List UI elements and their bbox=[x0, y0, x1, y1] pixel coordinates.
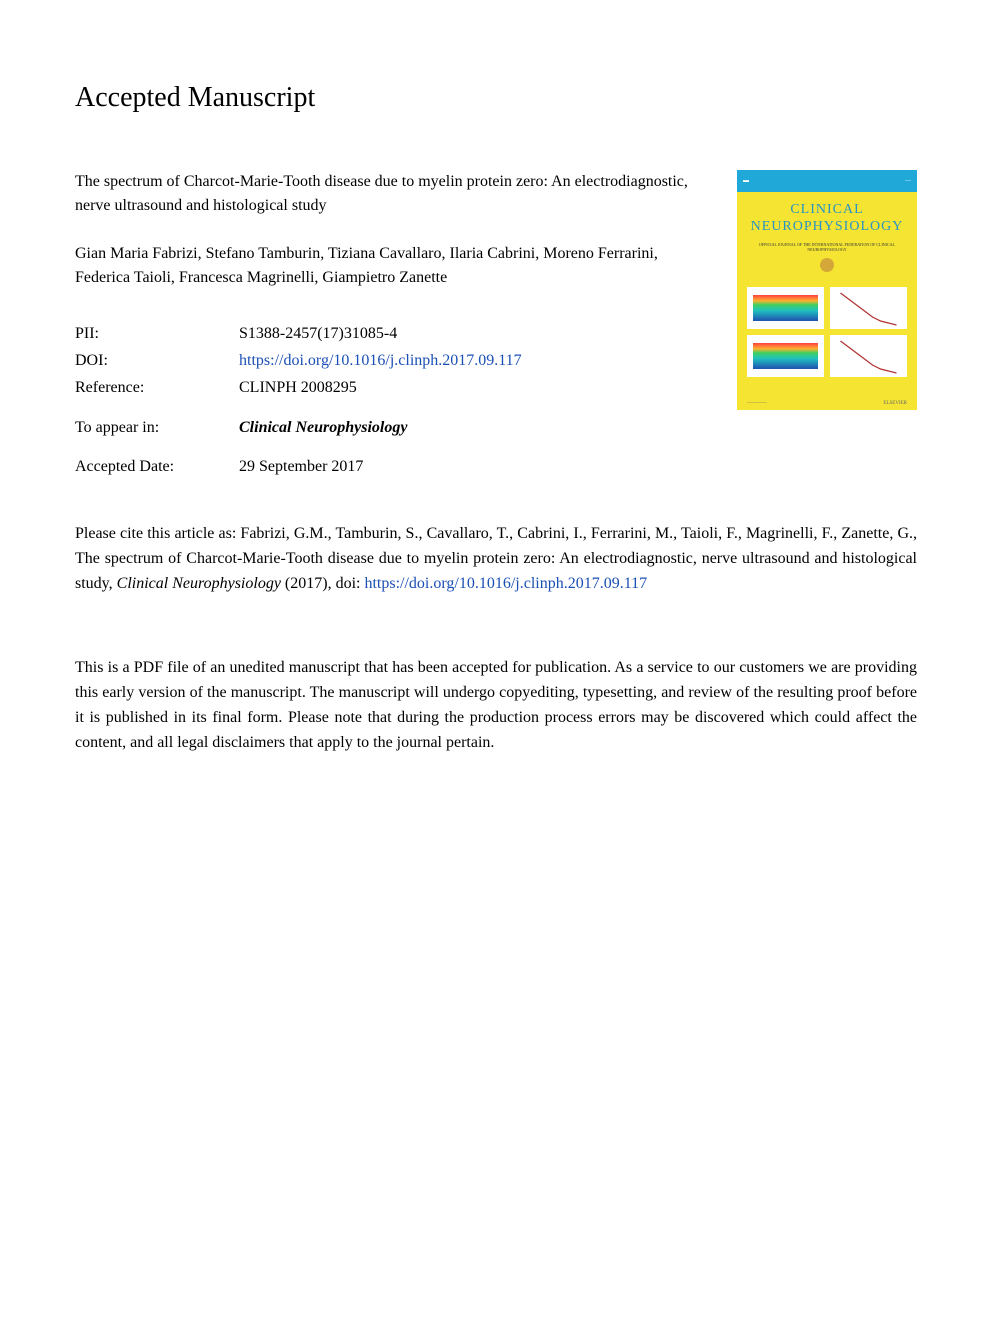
reference-value: CLINPH 2008295 bbox=[239, 374, 357, 401]
emblem-icon bbox=[820, 258, 834, 272]
doi-label: DOI: bbox=[75, 347, 239, 374]
cover-header-bar: ▬ — bbox=[737, 170, 917, 192]
cover-footer: ———— ELSEVIER bbox=[737, 401, 917, 406]
accepted-value: 29 September 2017 bbox=[239, 453, 363, 480]
line-series bbox=[841, 293, 897, 325]
line-series bbox=[841, 341, 897, 373]
header-row: The spectrum of Charcot-Marie-Tooth dise… bbox=[75, 170, 917, 480]
cover-lineplot-1 bbox=[830, 287, 907, 329]
disclaimer-paragraph: This is a PDF file of an unedited manusc… bbox=[75, 656, 917, 755]
citation-journal: Clinical Neurophysiology bbox=[117, 575, 281, 592]
cover-title-line1: CLINICAL bbox=[741, 202, 913, 219]
authors: Gian Maria Fabrizi, Stefano Tamburin, Ti… bbox=[75, 242, 707, 290]
meta-row-pii: PII: S1388-2457(17)31085-4 bbox=[75, 320, 707, 347]
article-title: The spectrum of Charcot-Marie-Tooth dise… bbox=[75, 170, 707, 218]
pii-label: PII: bbox=[75, 320, 239, 347]
meta-row-accepted: Accepted Date: 29 September 2017 bbox=[75, 453, 707, 480]
meta-row-reference: Reference: CLINPH 2008295 bbox=[75, 374, 707, 401]
meta-row-appear: To appear in: Clinical Neurophysiology bbox=[75, 414, 707, 441]
accepted-label: Accepted Date: bbox=[75, 453, 239, 480]
cover-lineplot-2 bbox=[830, 335, 907, 377]
cover-emblem bbox=[737, 258, 917, 277]
cover-journal-title: CLINICAL NEUROPHYSIOLOGY bbox=[737, 192, 917, 240]
cover-title-line2: NEUROPHYSIOLOGY bbox=[741, 219, 913, 236]
pii-value: S1388-2457(17)31085-4 bbox=[239, 320, 397, 347]
appear-label: To appear in: bbox=[75, 414, 239, 441]
citation-doi-link[interactable]: https://doi.org/10.1016/j.clinph.2017.09… bbox=[364, 575, 647, 592]
doi-link[interactable]: https://doi.org/10.1016/j.clinph.2017.09… bbox=[239, 347, 522, 374]
left-column: The spectrum of Charcot-Marie-Tooth dise… bbox=[75, 170, 707, 480]
appear-value: Clinical Neurophysiology bbox=[239, 414, 407, 441]
cover-heatmap-1 bbox=[747, 287, 824, 329]
cover-subtitle: OFFICIAL JOURNAL OF THE INTERNATIONAL FE… bbox=[737, 240, 917, 254]
reference-label: Reference: bbox=[75, 374, 239, 401]
cover-footer-left: ———— bbox=[747, 401, 767, 406]
meta-row-doi: DOI: https://doi.org/10.1016/j.clinph.20… bbox=[75, 347, 707, 374]
citation-paragraph: Please cite this article as: Fabrizi, G.… bbox=[75, 522, 917, 596]
cover-heatmap-2 bbox=[747, 335, 824, 377]
cover-header-left: ▬ bbox=[743, 178, 749, 184]
journal-cover-thumbnail: ▬ — CLINICAL NEUROPHYSIOLOGY OFFICIAL JO… bbox=[737, 170, 917, 410]
cover-plots-grid bbox=[737, 277, 917, 383]
cover-footer-right: ELSEVIER bbox=[883, 401, 907, 406]
citation-mid: (2017), doi: bbox=[281, 575, 365, 592]
cover-header-right: — bbox=[905, 178, 911, 184]
metadata-table: PII: S1388-2457(17)31085-4 DOI: https://… bbox=[75, 320, 707, 480]
page-heading: Accepted Manuscript bbox=[75, 82, 917, 114]
